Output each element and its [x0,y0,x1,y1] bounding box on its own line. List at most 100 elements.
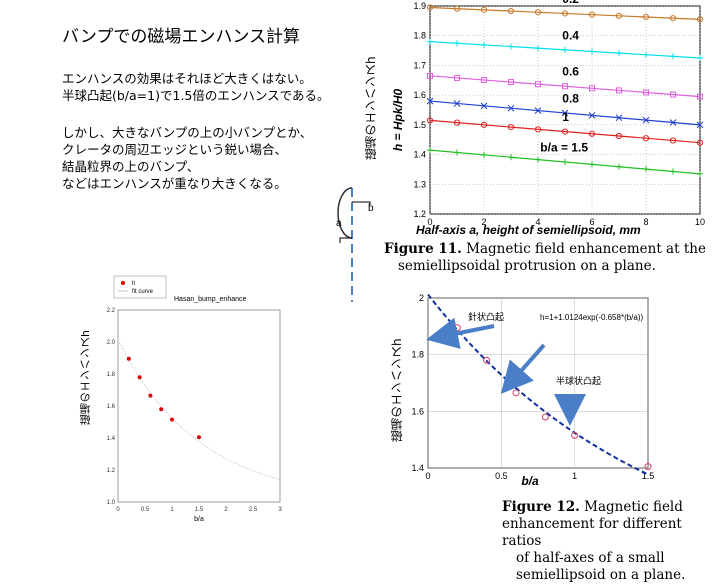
fig11-ytick-label: 1.2 [413,209,426,219]
fig11-point [588,11,596,18]
fig11-point [696,139,704,146]
fig11-point [670,91,676,98]
fig11-ytick-label: 1.3 [413,179,426,189]
fig11-point [534,9,542,16]
fig11-series-line [429,75,701,98]
fig11-ylabel: h = Hpk/H0 [391,89,405,152]
fig11-series-label: 0.4 [562,28,579,42]
fig11-point [426,97,434,105]
bump-diagram: b a [336,187,374,302]
matlab-title: Hasan_bump_enhance [174,296,246,303]
fig11-point [534,126,542,133]
fig11-point [697,93,703,100]
fig11-series-label: 0.2 [562,0,579,6]
fig11-point [426,4,434,11]
text-line: しかし、大きなバンプの上の小バンプとか、 [62,125,313,140]
label-b: b [368,203,374,214]
fig12-xtick-label: 1.5 [642,471,655,481]
fig11-ytick-label: 1.5 [413,120,426,130]
fig12-xtick-label: 1 [572,471,577,481]
text-line: 結晶粒界の上のバンプ、 [62,159,200,174]
matlab-ytick-label: 2.2 [107,308,116,314]
matlab-point [148,393,153,398]
matlab-point [126,356,131,361]
matlab-point [159,407,164,412]
fig12-caption-line2: of half-axes of a small semiellipsoid on… [516,550,686,583]
fig11-point [426,117,434,124]
fig11-series-line [429,6,701,20]
fig11-point [696,16,704,23]
dim-a [339,237,352,243]
fig11-point [427,147,433,154]
fig11-point [642,135,650,142]
label-a: a [336,218,342,229]
matlab-ytick-label: 2.0 [107,340,116,346]
fig12-plot-area [427,297,649,469]
fig11-chart: 0 2 4 6 8 10 1.2 1.3 1.4 1.5 1.6 1.7 1.8 1.9 0.2 0.4 0.… [391,0,705,237]
matlab-chart: 0 0.5 1 1.5 2 2.5 3 1.0 1.2 1.4 1.6 1.8 2.0 2.2 Hasan… [94,272,294,527]
paragraph-2: しかし、大きなバンプの上の小バンプとか、 クレータの周辺エッジという鋭い場合、 … [62,124,312,192]
fig11-xtick-label: 4 [535,217,540,227]
fig11-point [615,132,623,140]
fig11-point [480,121,488,128]
arrow-curve [500,343,546,394]
fig11-caption-label: Figure 11. [384,241,462,257]
fig11-point [481,76,487,83]
legend-marker-h [121,281,125,285]
fig12-xtick-label: 0.5 [495,471,508,481]
fig11-point [669,137,677,144]
matlab-ytick-label: 1.8 [107,372,116,378]
matlab-ylabel-jp: 磁場のエンハンスh [79,330,92,425]
fig11-point [534,107,542,114]
fig11-caption-text: Magnetic field enhancement at the [461,241,706,257]
matlab-xtick-label: 3 [278,507,282,513]
matlab-xtick-label: 1.5 [195,507,204,513]
fig11-xtick-label: 2 [481,217,486,227]
fig11-point [454,149,460,156]
fig12-point [541,413,549,421]
fig11-ylabel-jp: 磁場のエンハンスh [364,56,378,160]
fig12-point [571,431,579,439]
fig11-caption: Figure 11. Magnetic field enhancement at… [384,241,706,275]
fig12-ytick-label: 1.8 [411,350,424,360]
fig11-point [697,55,703,61]
dim-b [352,201,371,205]
fig12-ytick-label: 1.4 [411,463,424,473]
paragraph-1: エンハンスの効果はそれほど大きくはない。 半球凸起(b/a=1)で1.5倍のエン… [62,70,330,104]
fig11-point [642,116,650,124]
fig11-ytick-label: 1.9 [413,1,426,11]
matlab-ytick-label: 1.4 [107,436,116,442]
fig12-caption-label: Figure 12. [502,499,580,515]
note-needle: 針状凸起 [468,311,504,322]
fig11-xtick-label: 8 [643,217,648,227]
arrow-needle [426,317,495,349]
fig12-xlabel: b/a [521,474,539,488]
fig11-point [615,114,623,122]
matlab-ytick-label: 1.6 [107,404,116,410]
fig11-point [615,12,623,19]
fig11-series-line [429,119,701,144]
note-hemi: 半球状凸起 [556,375,601,386]
fig11-point [697,170,703,177]
fig11-ytick-label: 1.7 [413,60,426,70]
fig12-ytick-label: 1.6 [411,406,424,416]
fig11-point [507,123,515,131]
fig11-point [562,46,568,53]
legend-fit: fit curve [132,289,154,295]
fig11-point [481,151,487,158]
matlab-point [137,375,142,380]
fig11-point [589,161,595,168]
fig11-plot-area [429,5,701,215]
fig11-series-label: 0.8 [562,91,579,105]
text-line: などはエンハンスが重なり大きくなる。 [62,176,287,191]
matlab-fit-curve [117,339,281,480]
fig11-point [643,89,649,96]
fig11-point [453,100,461,107]
fig11-point [588,130,596,137]
fig11-ytick-label: 1.4 [413,150,426,160]
fig11-point [589,85,595,92]
fig11-xtick-label: 0 [427,217,432,227]
fig11-point [480,6,488,13]
matlab-xlabel: b/a [194,516,204,523]
matlab-ytick-label: 1.0 [107,500,116,506]
